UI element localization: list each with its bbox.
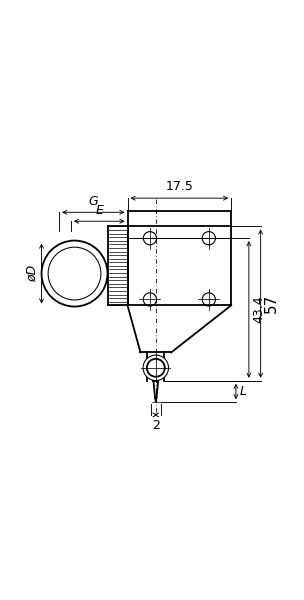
Text: øD: øD: [26, 265, 39, 282]
Text: 57: 57: [264, 294, 279, 313]
Text: 17.5: 17.5: [165, 180, 193, 193]
Text: 2: 2: [152, 419, 160, 432]
Circle shape: [143, 355, 168, 380]
Text: 43.4: 43.4: [252, 296, 265, 323]
Text: G: G: [88, 194, 98, 208]
Circle shape: [42, 241, 108, 307]
Text: E: E: [95, 204, 103, 217]
Text: L: L: [240, 385, 247, 398]
